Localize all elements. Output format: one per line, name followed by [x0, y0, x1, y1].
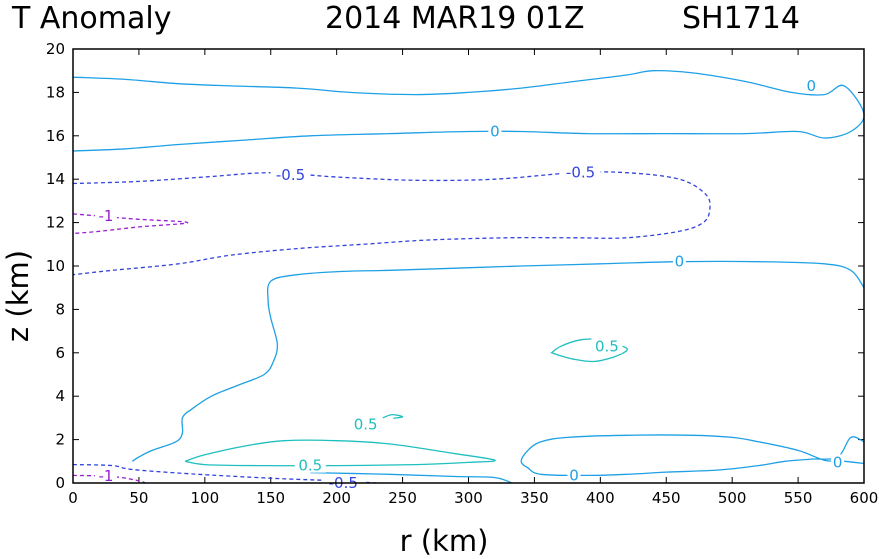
contour-label-backing [567, 467, 581, 483]
chart-title-storm: SH1714 [682, 1, 800, 36]
plot-frame [72, 48, 865, 484]
x-tick-label: 200 [322, 489, 351, 507]
contour-line-level--1 [72, 213, 189, 235]
axis-ticks-group [72, 48, 865, 484]
x-tick-labels: 0 50 100 150 200 250 300 350 400 450 500 550 600 [68, 489, 878, 507]
x-tick-label: 600 [850, 489, 879, 507]
x-tick-label: 300 [454, 489, 483, 507]
x-axis-title: r (km) [400, 524, 489, 558]
contour-line-level-0 [310, 471, 513, 484]
x-tick-label: 400 [586, 489, 615, 507]
contour-label-backing [831, 454, 845, 470]
contour-label: 0 [675, 253, 685, 271]
x-tick-label: 150 [256, 489, 285, 507]
contour-line-level--0-5 [72, 463, 377, 484]
y-tick-label: 0 [55, 474, 65, 492]
contour-label: -0.5 [276, 166, 305, 184]
y-tick-label: 14 [46, 170, 65, 188]
contour-label-backing [591, 338, 623, 354]
contour-label: -1 [98, 207, 113, 225]
y-tick-label: 6 [55, 344, 65, 362]
y-tick-label: 18 [46, 83, 65, 101]
contour-label-backing [94, 208, 117, 224]
contour-label: 0.5 [298, 457, 322, 475]
contour-line-level--1 [72, 474, 146, 484]
contour-line-level-0 [520, 434, 865, 477]
y-tick-label: 8 [55, 300, 65, 318]
chart-title-field: T Anomaly [11, 1, 171, 36]
contour-label-backing [672, 253, 686, 269]
x-tick-label: 450 [652, 489, 681, 507]
contour-label: -1 [98, 467, 113, 485]
y-tick-label: 10 [46, 257, 65, 275]
y-tick-label: 20 [46, 40, 65, 58]
x-tick-label: 550 [784, 489, 813, 507]
contour-line-level-0 [131, 260, 865, 462]
contour-lines-group [72, 69, 865, 484]
contour-line-level--0-5 [72, 171, 711, 276]
y-tick-label: 2 [55, 431, 65, 449]
contour-label-backing [350, 416, 382, 432]
contour-label: 0.5 [595, 337, 619, 355]
contour-label: 0 [833, 453, 843, 471]
contour-line-level-0-5 [184, 439, 496, 467]
contour-label-backing [270, 166, 311, 182]
contour-label-backing [560, 164, 601, 180]
y-tick-label: 4 [55, 387, 65, 405]
contour-label: -0.5 [566, 164, 595, 182]
x-tick-label: 50 [129, 489, 148, 507]
x-tick-label: 250 [388, 489, 417, 507]
y-tick-labels: 0 2 4 6 8 10 12 14 16 18 20 [46, 40, 65, 492]
y-axis-title: z (km) [1, 250, 35, 342]
contour-line-level-0-5 [382, 413, 404, 419]
x-tick-label: 500 [718, 489, 747, 507]
contour-line-level-0-5 [550, 338, 628, 363]
contour-label-backing [94, 468, 117, 484]
contour-label: 0.5 [354, 415, 378, 433]
contour-line-level-0 [72, 69, 865, 152]
contour-label-backing [488, 123, 502, 139]
contour-label: 0 [490, 122, 500, 140]
contour-label-backing [294, 457, 326, 473]
contour-label-backing [804, 77, 818, 93]
x-tick-label: 100 [191, 489, 220, 507]
chart-title-time: 2014 MAR19 01Z [325, 1, 585, 36]
x-tick-label: 350 [520, 489, 549, 507]
x-tick-label: 0 [68, 489, 78, 507]
y-tick-label: 12 [46, 214, 65, 232]
contour-label: 0 [806, 77, 816, 95]
contour-label: 0 [569, 466, 579, 484]
y-tick-label: 16 [46, 127, 65, 145]
